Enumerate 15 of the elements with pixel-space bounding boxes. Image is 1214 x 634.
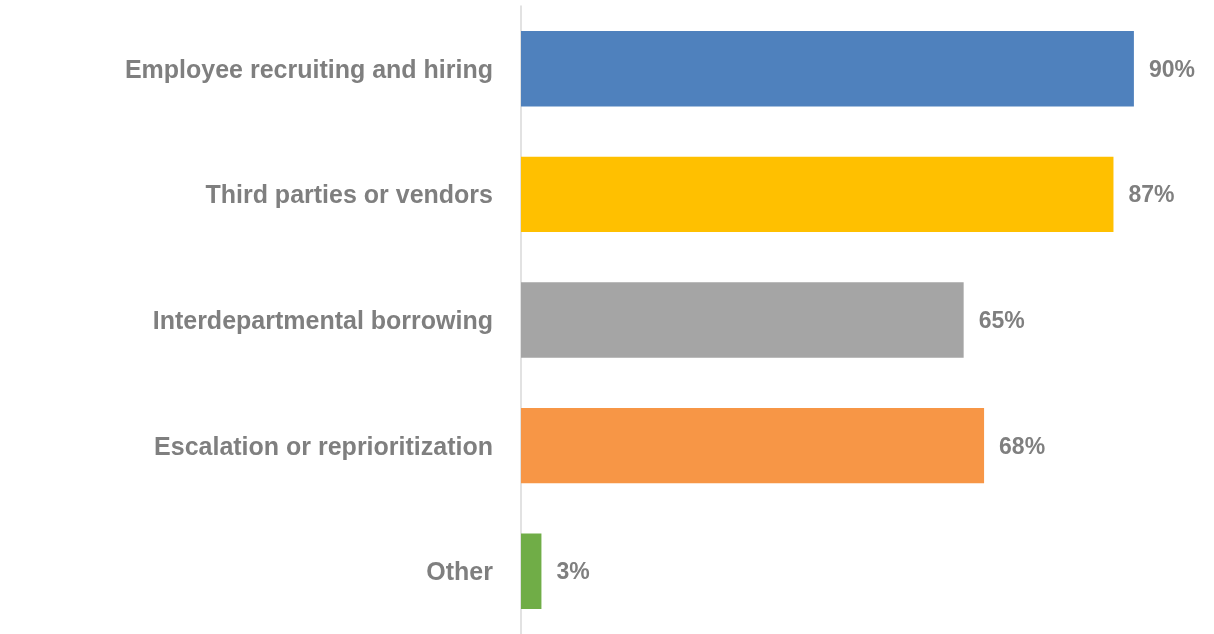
bar: [521, 282, 964, 358]
data-label: 87%: [1128, 181, 1175, 208]
bar: [521, 407, 985, 484]
bar: [521, 31, 1134, 107]
data-label: 65%: [978, 307, 1025, 333]
y-tick-label: Interdepartmental borrowing: [152, 306, 493, 334]
data-label: 3%: [556, 558, 590, 585]
y-tick-label: Employee recruiting and hiring: [124, 54, 493, 83]
y-tick-label: Third parties or vendors: [205, 180, 493, 209]
data-label: 90%: [1148, 55, 1195, 82]
bar: [521, 533, 542, 609]
y-tick-label: Other: [426, 557, 494, 586]
data-label: 68%: [999, 432, 1046, 459]
bar: [521, 156, 1114, 233]
y-tick-label: Escalation or reprioritization: [154, 431, 493, 460]
